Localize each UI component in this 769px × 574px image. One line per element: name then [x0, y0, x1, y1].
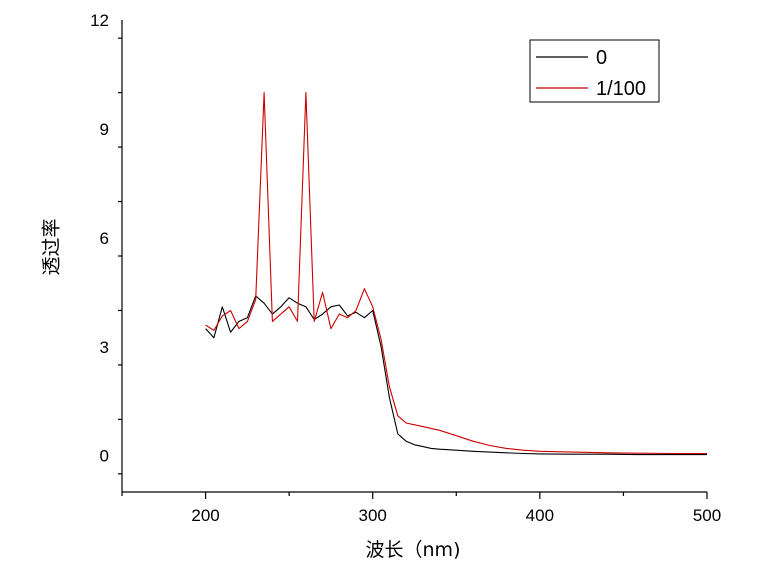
- x-tick-label: 400: [526, 506, 554, 525]
- series-line-0: [205, 295, 707, 456]
- plot-area: 200 300 400 500 0 3 6 9 12: [90, 11, 721, 525]
- series-line-1: [205, 92, 707, 455]
- y-tick-label: 6: [100, 229, 109, 248]
- legend-label-series-0: 0: [596, 47, 607, 69]
- y-axis-title: 透过率: [41, 218, 63, 275]
- legend-label-series-1: 1/100: [596, 78, 646, 100]
- x-tick-label: 300: [359, 506, 387, 525]
- legend-box: [529, 39, 660, 103]
- series-lines: [205, 92, 707, 456]
- legend: 0 1/100: [529, 39, 660, 103]
- x-axis-title: 波长（nm): [366, 539, 461, 561]
- x-tick-label: 200: [191, 506, 219, 525]
- y-tick-label: 12: [90, 11, 109, 30]
- x-ticks: 200 300 400 500: [121, 492, 721, 525]
- y-ticks: 0 3 6 9 12: [90, 11, 122, 475]
- y-tick-label: 0: [100, 447, 109, 466]
- y-tick-label: 9: [100, 120, 109, 139]
- x-tick-label: 500: [693, 506, 721, 525]
- y-tick-label: 3: [100, 338, 109, 357]
